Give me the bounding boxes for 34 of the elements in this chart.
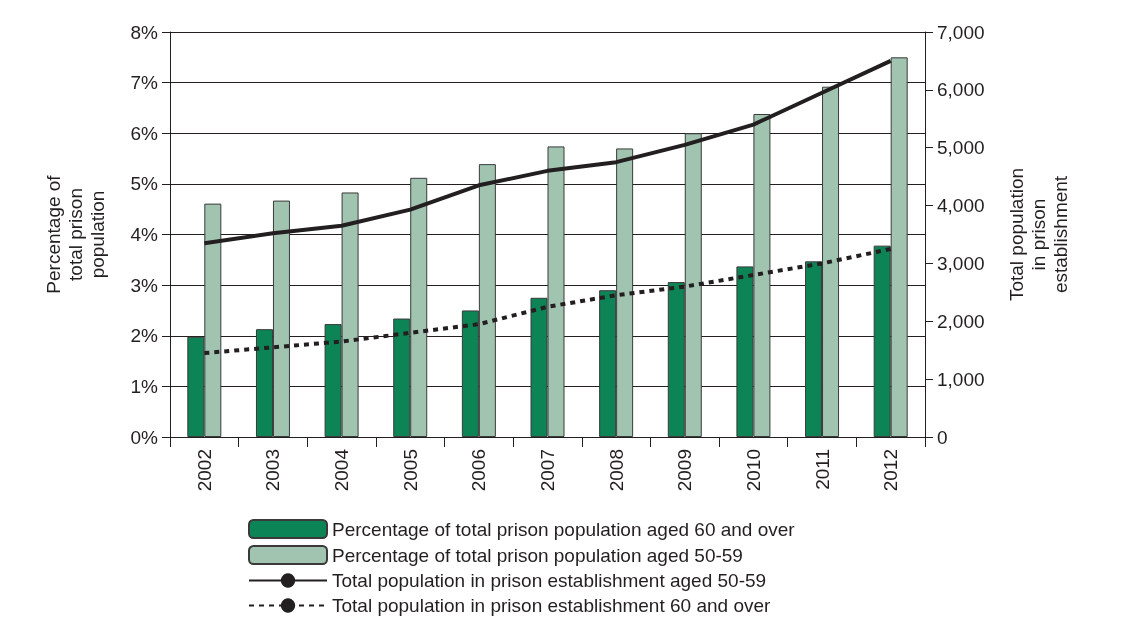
y2-tick-label: 0 <box>937 426 948 448</box>
x-tick-label: 2012 <box>880 449 902 492</box>
x-tick-label: 2011 <box>811 449 833 490</box>
legend-label: Total population in prison establishment aged 50-59 <box>332 570 767 591</box>
y2-tick-label: 1,000 <box>937 368 985 390</box>
x-tick-label: 2003 <box>262 449 284 492</box>
legend-label: Percentage of total prison population aged 60 and over <box>332 518 796 540</box>
y2-tick-label: 4,000 <box>937 195 985 217</box>
y-tick-label: 2% <box>130 325 159 347</box>
y-tick-label: 5% <box>130 173 159 195</box>
y-axis-title: Percentage of total prison population <box>42 174 108 294</box>
legend-label: Percentage of total prison population aged 50-59 <box>332 544 743 566</box>
x-tick-label: 2008 <box>605 449 627 492</box>
y-tick-label: 6% <box>130 122 159 144</box>
x-tick-label: 2002 <box>193 449 215 492</box>
x-tick-label: 2010 <box>742 449 764 492</box>
x-tick-label: 2005 <box>399 449 421 492</box>
y2-tick-label: 5,000 <box>937 137 985 159</box>
y-tick-label: 1% <box>130 375 159 397</box>
legend-label: Total population in prison establishment 60 and over <box>332 595 772 616</box>
x-tick-label: 2004 <box>331 448 353 492</box>
x-tick-label: 2006 <box>468 449 490 492</box>
y2-tick-label: 2,000 <box>937 310 985 332</box>
x-tick-label: 2007 <box>537 449 558 492</box>
y2-tick-label: 3,000 <box>937 252 985 274</box>
y-tick-label: 4% <box>130 224 159 245</box>
y2-axis-title: Total population in prison establishment <box>1005 167 1071 302</box>
y-tick-label: 8% <box>130 21 159 43</box>
y-tick-label: 7% <box>130 72 159 94</box>
y2-tick-label: 7,000 <box>937 21 985 43</box>
y-tick-label: 0% <box>130 426 159 448</box>
y2-tick-label: 6,000 <box>937 79 985 101</box>
x-tick-label: 2009 <box>674 449 696 492</box>
y-tick-label: 3% <box>130 274 159 296</box>
